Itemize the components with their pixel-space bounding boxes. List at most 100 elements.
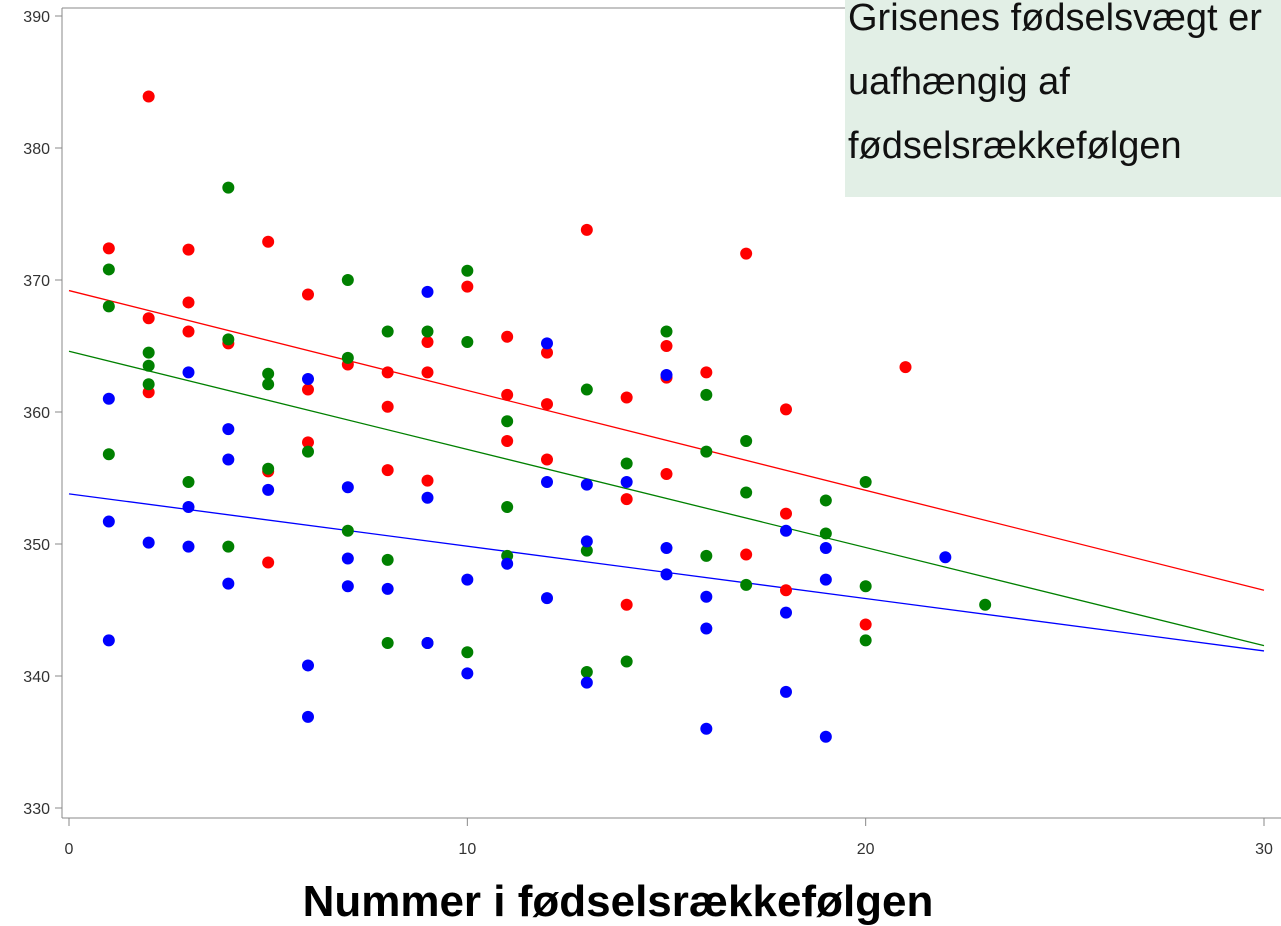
point [461, 264, 474, 277]
point [381, 366, 394, 379]
point [381, 464, 394, 477]
point [262, 462, 275, 475]
point [262, 556, 275, 569]
point [142, 378, 155, 391]
point [580, 544, 593, 557]
fit-line [68, 350, 1265, 647]
point [182, 540, 195, 553]
point [660, 541, 673, 554]
point [780, 685, 792, 698]
point [819, 541, 832, 554]
point [501, 501, 514, 514]
point [780, 507, 792, 520]
point [381, 582, 394, 595]
point [620, 598, 633, 611]
x-tick-label: 20 [857, 841, 875, 858]
point [262, 235, 275, 248]
point [541, 475, 553, 488]
point [541, 398, 553, 411]
point [700, 549, 713, 562]
point [341, 580, 354, 593]
point [939, 551, 952, 564]
y-tick-label: 330 [23, 801, 50, 818]
point [780, 584, 792, 597]
point [859, 618, 872, 631]
point [780, 524, 792, 537]
point [580, 478, 593, 491]
point [381, 325, 394, 338]
point [142, 312, 155, 325]
point [700, 722, 713, 735]
point [700, 388, 713, 401]
point [182, 296, 195, 309]
point [102, 300, 115, 313]
point [222, 181, 235, 194]
point [780, 606, 792, 619]
point [341, 481, 354, 494]
annotation-line: Grisenes fødselsvægt er [848, 0, 1262, 39]
point [381, 637, 394, 649]
point [341, 524, 354, 537]
point [102, 263, 115, 276]
point [302, 373, 314, 385]
point [660, 340, 673, 352]
point [222, 333, 235, 346]
point [381, 553, 394, 566]
point [541, 453, 553, 466]
x-axis-label: Nummer i fødselsrækkefølgen [303, 877, 934, 926]
point [541, 346, 553, 359]
annotation-box [845, 0, 1281, 197]
point [421, 491, 434, 504]
point [341, 274, 354, 286]
point [102, 515, 115, 528]
point [461, 336, 474, 349]
x-tick-label: 10 [458, 841, 476, 858]
point [580, 535, 593, 548]
point [142, 346, 155, 359]
point [182, 243, 195, 256]
point [580, 676, 593, 689]
point [302, 288, 314, 301]
point [182, 366, 195, 379]
point [302, 436, 314, 449]
point [660, 568, 673, 581]
point [262, 367, 275, 380]
point [302, 445, 314, 458]
point [700, 445, 713, 458]
point [660, 325, 673, 338]
point [222, 423, 235, 436]
point [421, 285, 434, 298]
point [859, 475, 872, 488]
point [142, 536, 155, 549]
point [262, 378, 275, 391]
point [102, 242, 115, 255]
point [421, 325, 434, 338]
point [780, 403, 792, 416]
point [700, 590, 713, 603]
point [700, 622, 713, 635]
point [660, 468, 673, 481]
point [142, 90, 155, 103]
point [102, 448, 115, 461]
point [899, 361, 912, 374]
point [620, 475, 633, 488]
annotation-line: fødselsrækkefølgen [848, 125, 1182, 167]
point [580, 383, 593, 396]
point [660, 369, 673, 382]
point [182, 325, 195, 338]
point [182, 475, 195, 488]
point [620, 391, 633, 404]
point [740, 247, 753, 260]
point [302, 383, 314, 396]
point [341, 351, 354, 364]
x-tick-label: 0 [65, 841, 74, 858]
point [819, 527, 832, 540]
y-tick-label: 360 [23, 405, 50, 422]
point [142, 359, 155, 372]
point [461, 646, 474, 659]
point [819, 730, 832, 743]
y-tick-label: 350 [23, 537, 50, 554]
point [541, 592, 553, 605]
